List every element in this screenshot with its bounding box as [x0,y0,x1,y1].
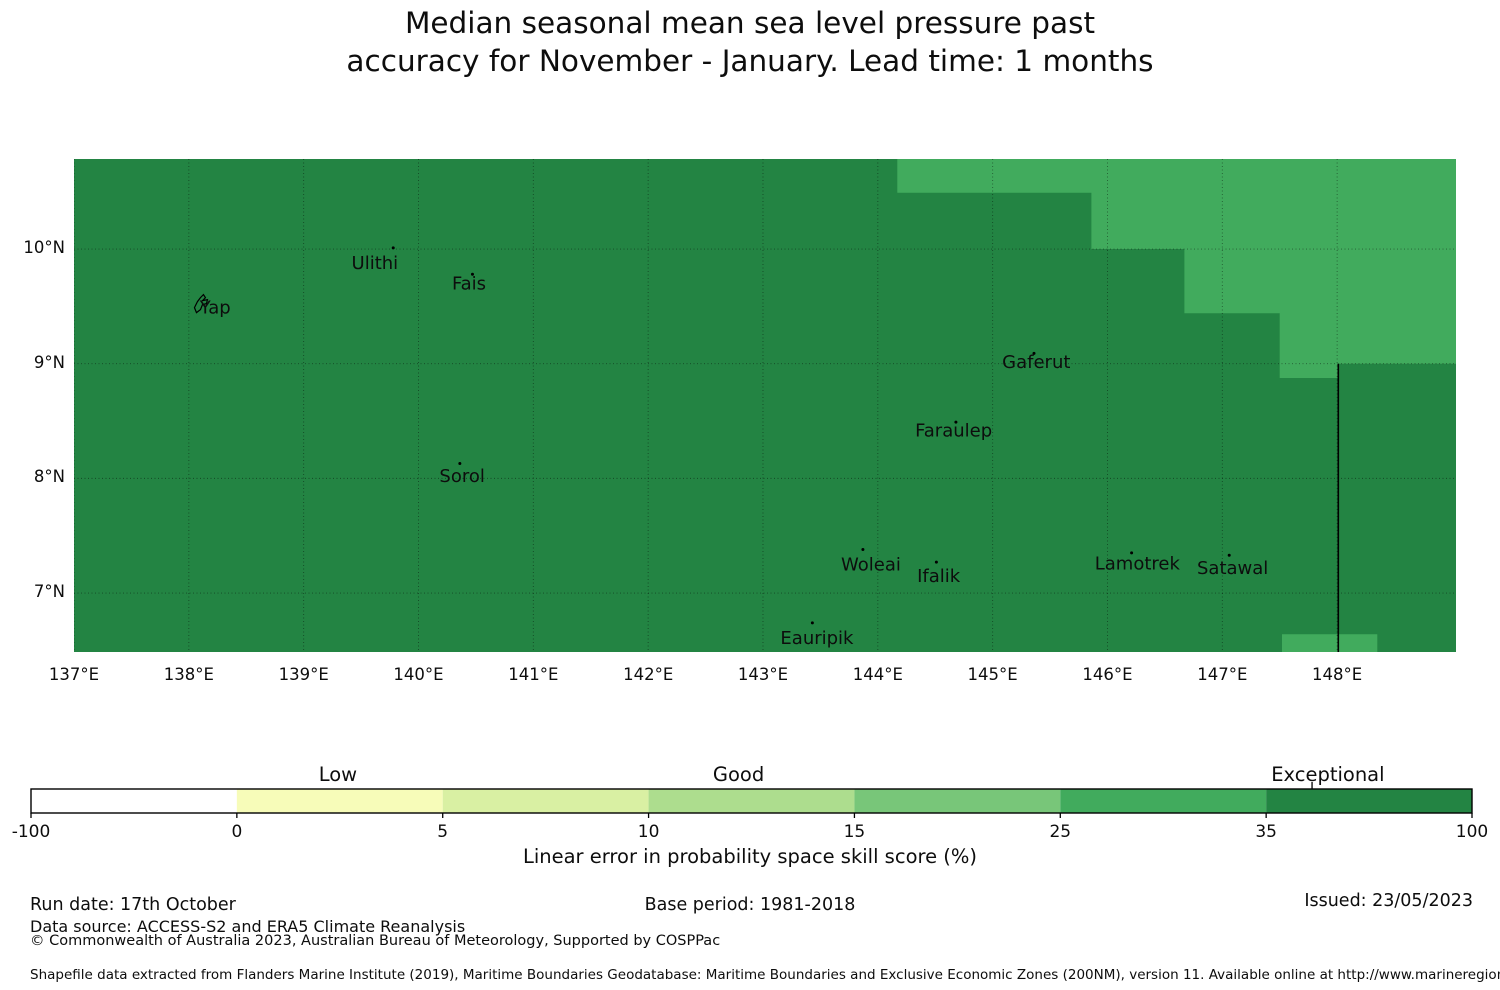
island-label-sorol: Sorol [439,466,484,487]
island-label-yap: Yap [199,298,231,319]
island-dot-lamotrek [1130,551,1134,555]
x-tick-label: 140°E [393,665,444,684]
y-tick-label: 7°N [33,582,65,602]
x-tick-label: 145°E [967,665,1018,684]
colorbar: -100 0 5 10 15 25 35 100 Low Good Exceptional [12,763,1489,842]
y-tick-label: 10°N [23,238,65,258]
colorbar-bin-5-10 [442,789,649,813]
island-dot-eauripik [810,621,814,625]
issued-date-text: Issued: 23/05/2023 [1304,891,1473,911]
island-label-fais: Fais [452,274,486,295]
shapefile-attribution-text: Shapefile data extracted from Flanders M… [30,967,1500,983]
x-tick-label: 142°E [623,665,674,684]
colorbar-tick-label: 5 [437,822,448,842]
colorbar-bin-35-100 [1266,789,1472,813]
skill-25-35-northeast-region [897,159,1456,378]
colorbar-bin-0-5 [236,789,443,813]
island-dot-faraulep [954,420,958,424]
x-tick-label: 143°E [737,665,789,684]
island-dot-woleai [861,547,865,551]
chart-title: Median seasonal mean sea level pressure … [0,4,1500,80]
map-plot-area: Yap Ulithi Fais Sorol Gaferut Faraulep Woleai I… [74,159,1456,652]
colorbar-outline [30,788,1473,814]
colorbar-tick-label: 10 [638,822,660,842]
colorbar-category-label-good: Good [713,763,764,786]
base-period-text: Base period: 1981-2018 [644,895,856,915]
island-dot-ulithi [391,246,395,250]
x-tick-label: 137°E [48,665,100,684]
run-date-text: Run date: 17th October [30,895,236,915]
island-dot-sorol [458,461,462,465]
colorbar-tick-label: 0 [231,822,242,842]
skill-25-35-south-patch [1282,634,1378,652]
y-tick-label: 9°N [33,352,65,372]
island-label-eauripik: Eauripik [780,628,854,649]
x-tick-label: 146°E [1082,665,1133,684]
x-tick-label: 141°E [508,665,559,684]
island-dot-satawal [1227,553,1231,557]
y-tick-label: 8°N [33,467,65,487]
colorbar-bin-10-15 [648,789,855,813]
colorbar-tick-label: 35 [1255,822,1277,842]
colorbar-category-label-low: Low [319,763,357,786]
data-source-text: Data source: ACCESS-S2 and ERA5 Climate … [30,917,466,936]
island-outline-yap [193,293,209,314]
island-label-lamotrek: Lamotrek [1095,553,1181,574]
island-dot-gaferut [1032,351,1036,355]
chart-title-line2: accuracy for November - January. Lead ti… [346,44,1154,78]
island-label-satawal: Satawal [1197,558,1268,579]
x-tick-label: 139°E [278,665,329,684]
chart-title-line1: Median seasonal mean sea level pressure … [404,6,1096,40]
island-dot-ifalik [934,560,938,564]
colorbar-axis-label: Linear error in probability space skill … [522,845,978,868]
colorbar-bin-25-35 [1060,789,1267,813]
colorbar-category-label-exceptional: Exceptional [1271,763,1384,786]
colorbar-tick-label: 15 [844,822,866,842]
colorbar-tick-label: 25 [1049,822,1071,842]
island-label-ulithi: Ulithi [352,253,399,274]
island-label-ifalik: Ifalik [917,566,961,587]
colorbar-tick-label: -100 [12,822,51,842]
x-tick-label: 138°E [163,665,214,684]
x-tick-label: 144°E [852,665,903,684]
copyright-text: © Commonwealth of Australia 2023, Austra… [30,933,721,949]
colorbar-tick-label: 100 [1456,822,1488,842]
island-dot-fais [470,272,474,276]
x-tick-label: 148°E [1312,665,1363,684]
island-label-woleai: Woleai [841,555,901,576]
island-label-faraulep: Faraulep [915,420,992,441]
colorbar-bin-15-25 [854,789,1061,813]
island-label-gaferut: Gaferut [1002,352,1070,373]
colorbar-bin--100-0 [31,789,237,813]
x-tick-label: 147°E [1197,665,1248,684]
